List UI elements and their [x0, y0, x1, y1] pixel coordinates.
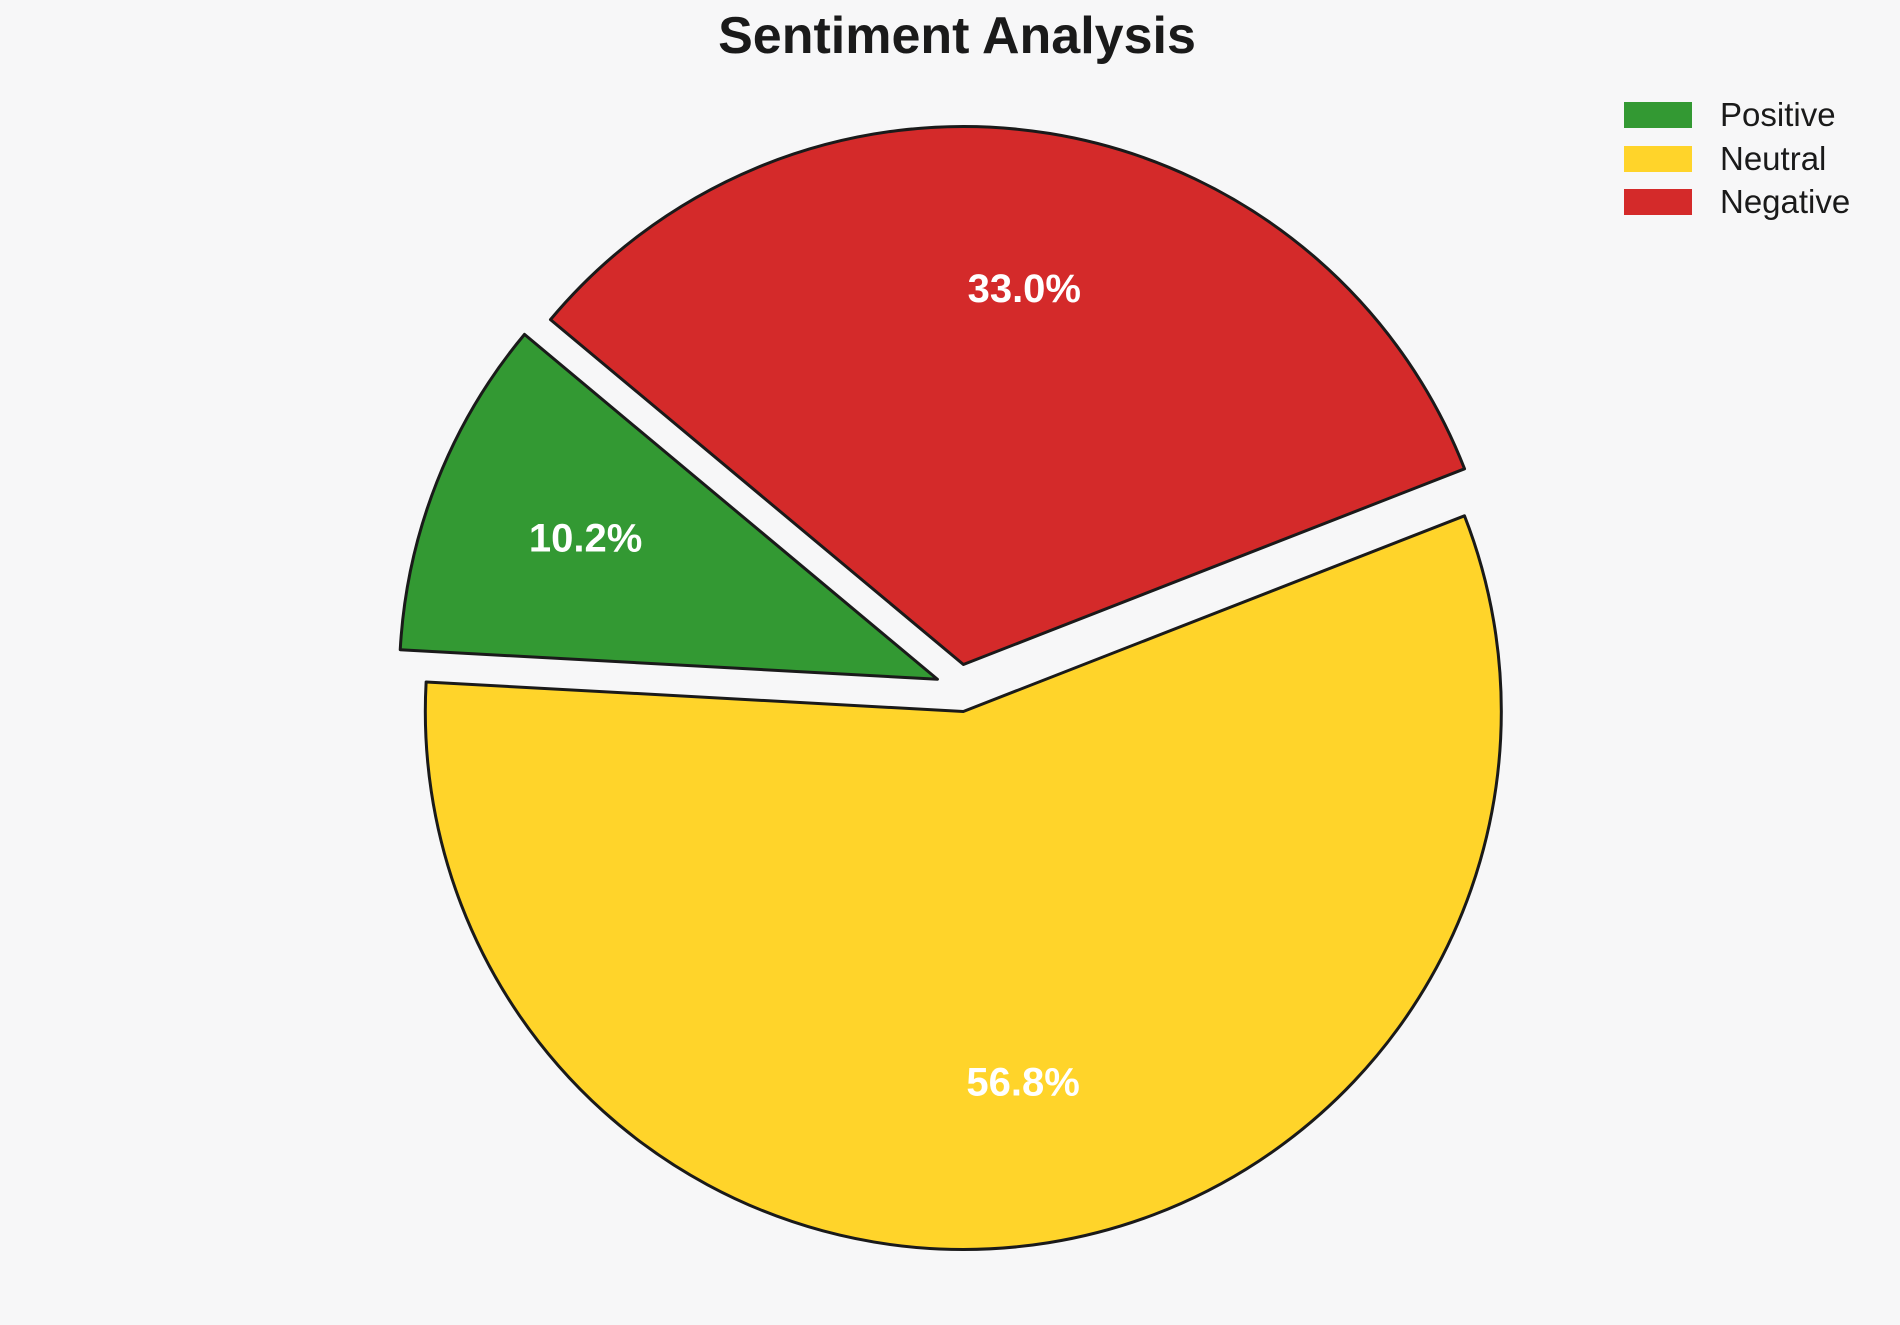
- svg-text:10.2%: 10.2%: [529, 516, 642, 560]
- svg-text:56.8%: 56.8%: [966, 1061, 1079, 1105]
- svg-text:33.0%: 33.0%: [968, 267, 1081, 311]
